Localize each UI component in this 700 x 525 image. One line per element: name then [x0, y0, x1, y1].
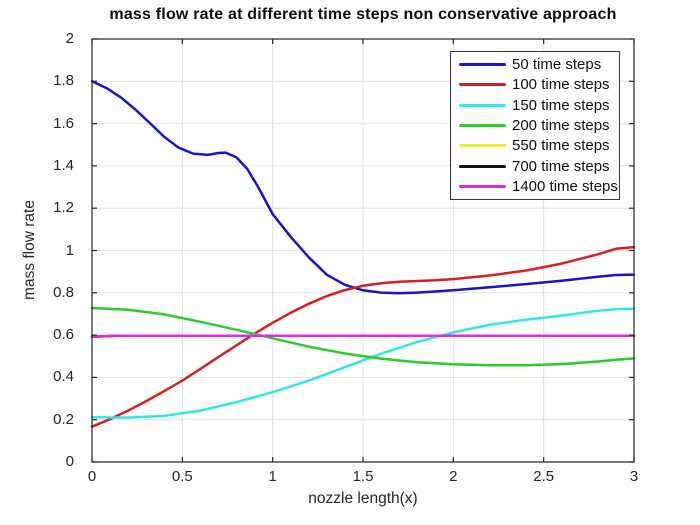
x-tick-labels: 0 0.5 1 1.5 2 2.5 3: [0, 469, 700, 489]
legend-row: 200 time steps: [451, 115, 619, 135]
x-tick-label: 1: [268, 468, 277, 485]
x-tick-label: 1.5: [352, 468, 374, 485]
series-line-1400-time-steps: [90, 334, 636, 339]
legend-row: 50 time steps: [451, 54, 619, 74]
legend-row: 550 time steps: [451, 136, 619, 156]
x-tick-label: 2.5: [533, 468, 555, 485]
legend-label: 1400 time steps: [512, 178, 618, 196]
y-tick-label: 0: [65, 453, 74, 470]
x-tick-label: 0: [87, 468, 97, 485]
y-tick-label: 1.8: [53, 72, 74, 90]
x-axis-label: nozzle length(x): [308, 490, 418, 507]
legend-box: 50 time steps 100 time steps 150 time step…: [450, 51, 620, 200]
legend-line-swatch: [459, 185, 506, 189]
y-tick-label: 0.4: [53, 368, 74, 386]
series-line-150-time-steps: [90, 307, 636, 419]
legend-label: 700 time steps: [512, 157, 610, 175]
legend-line-swatch: [459, 123, 506, 127]
y-tick-label: 0.2: [53, 410, 74, 428]
legend-line-swatch: [459, 164, 506, 168]
legend-line-swatch: [459, 83, 506, 87]
legend-line-swatch: [459, 62, 506, 66]
y-tick-label: 0.6: [53, 326, 74, 344]
series-line-50-time-steps: [90, 80, 636, 295]
legend-label: 150 time steps: [512, 96, 610, 114]
x-tick-label: 3: [629, 468, 639, 485]
legend-label: 100 time steps: [512, 76, 610, 94]
legend-label: 50 time steps: [512, 55, 602, 73]
legend-row: 150 time steps: [451, 95, 619, 115]
chart-title: mass flow rate at different time steps n…: [109, 6, 617, 23]
x-tick-label: 2: [449, 468, 458, 485]
y-tick-label: 2: [65, 30, 74, 47]
legend-line-swatch: [459, 144, 506, 148]
legend-line-swatch: [459, 103, 506, 107]
y-tick-labels: 0 0.2 0.4 0.6 0.8 1 1.2 1.4 1.6 1.8 2: [0, 0, 83, 525]
legend-label: 550 time steps: [512, 137, 610, 155]
y-axis-label: mass flow rate: [21, 200, 38, 300]
y-tick-label: 1.4: [53, 156, 74, 174]
series-line-200-time-steps: [90, 306, 636, 367]
y-tick-label: 0.8: [53, 283, 74, 301]
legend-label: 200 time steps: [512, 116, 610, 134]
legend-row: 100 time steps: [451, 74, 619, 94]
y-tick-label: 1: [65, 241, 74, 259]
series-line-100-time-steps: [90, 245, 636, 428]
x-tick-label: 0.5: [171, 468, 193, 485]
y-tick-label: 1.2: [53, 199, 74, 217]
legend-row: 1400 time steps: [451, 177, 619, 197]
legend-row: 700 time steps: [451, 156, 619, 176]
y-tick-label: 1.6: [53, 114, 74, 132]
